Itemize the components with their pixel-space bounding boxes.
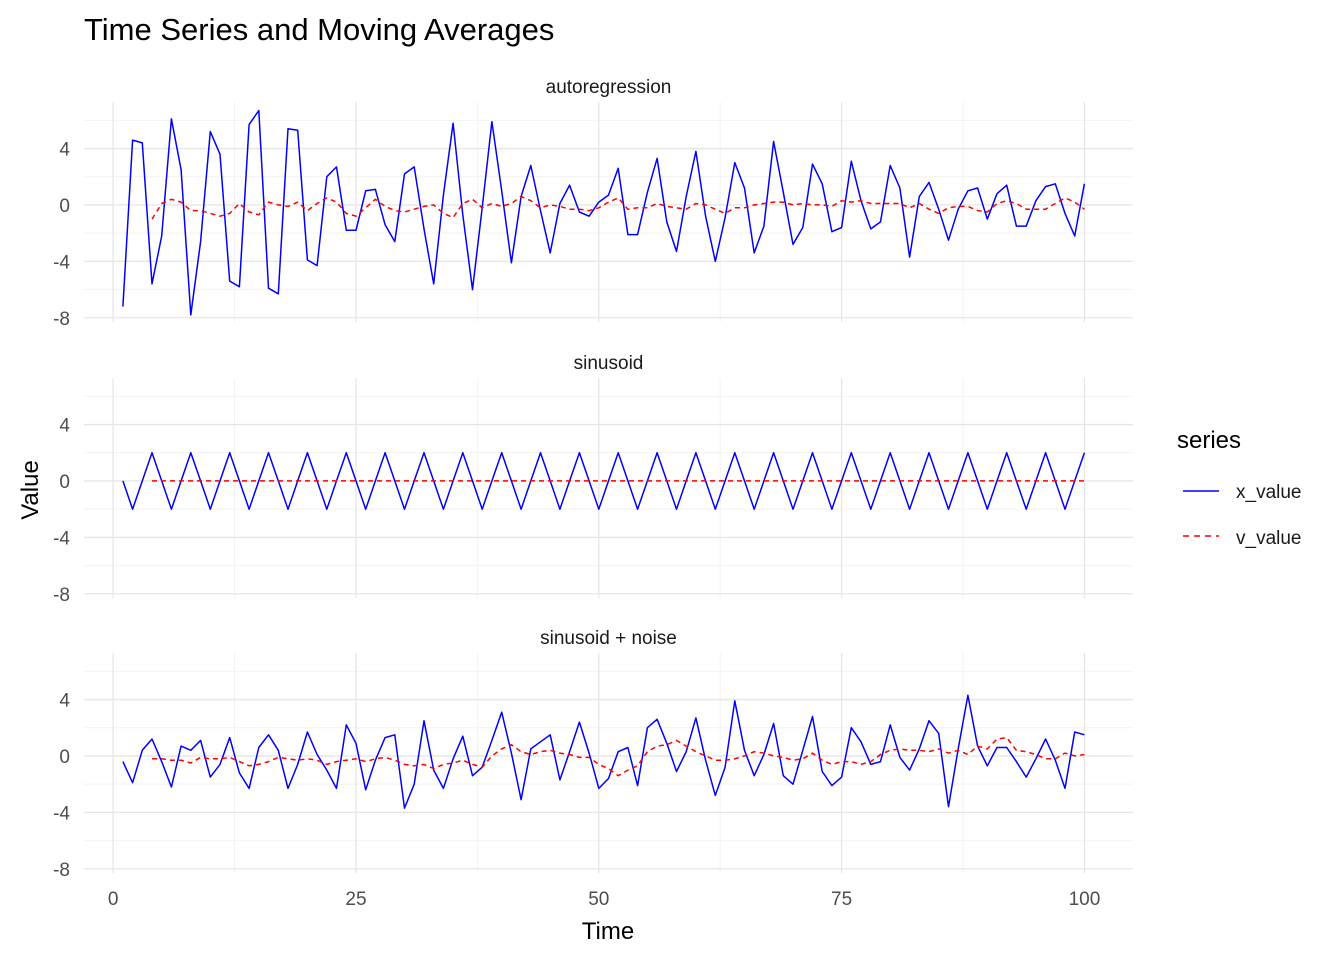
panels-layer: autoregression-8-404sinusoid-8-404sinuso…: [53, 77, 1133, 910]
panel-strip-title: sinusoid: [574, 353, 644, 374]
x-tick-label: 100: [1069, 889, 1101, 910]
legend-label-v-value: v_value: [1236, 528, 1302, 549]
series-line-x-value: [122, 451, 1086, 510]
panel-sinusoid-noise: sinusoid + noise -8 -4 0 4: [53, 628, 1133, 881]
chart-title: Time Series and Moving Averages: [84, 12, 554, 47]
y-tick-label: -4: [53, 252, 70, 273]
x-tick-label: 50: [588, 889, 609, 910]
legend: series x_value v_value: [1177, 427, 1302, 549]
series-line-x-value: [122, 109, 1086, 316]
panel-strip-title: autoregression: [546, 77, 672, 98]
y-axis-label: Value: [17, 460, 44, 520]
legend-title: series: [1177, 427, 1241, 454]
y-tick-label: -8: [53, 585, 70, 606]
y-tick-label: 0: [59, 747, 70, 768]
y-tick-label: -8: [53, 309, 70, 330]
x-tick-label: 75: [831, 889, 852, 910]
legend-label-x-value: x_value: [1236, 482, 1302, 503]
x-tick-label: 25: [345, 889, 366, 910]
series-line-v-value: [152, 736, 1085, 777]
panel-autoregression: autoregression -8 -4 0 4: [53, 77, 1133, 330]
series-line-x-value: [122, 694, 1085, 809]
panel-strip-title: sinusoid + noise: [540, 628, 677, 649]
y-tick-label: 4: [59, 140, 70, 161]
x-axis-label: Time: [582, 918, 634, 945]
y-tick-label: 0: [59, 196, 70, 217]
y-tick-label: 4: [59, 416, 70, 437]
y-tick-label: 0: [59, 472, 70, 493]
y-tick-label: -8: [53, 860, 70, 881]
y-tick-label: 4: [59, 691, 70, 712]
panel-sinusoid: sinusoid -8 -4 0 4: [53, 353, 1133, 606]
y-tick-label: -4: [53, 528, 70, 549]
series-line-v-value: [151, 195, 1085, 220]
y-tick-label: -4: [53, 803, 70, 824]
x-tick-label: 0: [108, 889, 119, 910]
